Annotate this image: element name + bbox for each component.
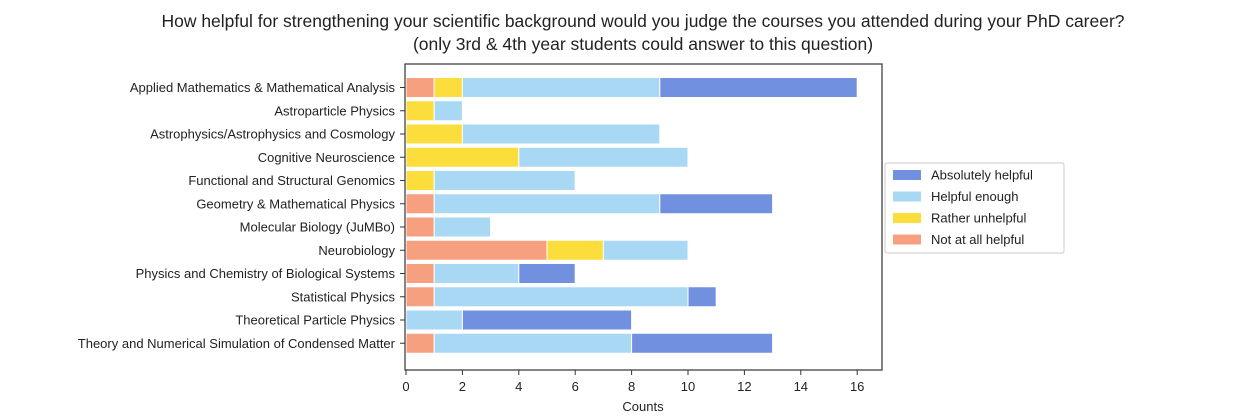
bar-segment bbox=[461, 309, 633, 331]
category-label: Physics and Chemistry of Biological Syst… bbox=[136, 266, 396, 281]
plot-frame bbox=[404, 63, 883, 371]
y-ticks bbox=[400, 87, 405, 344]
legend-swatch bbox=[893, 191, 921, 202]
x-tick-label: 10 bbox=[681, 379, 695, 394]
category-label: Astroparticle Physics bbox=[274, 103, 395, 118]
bar-segment bbox=[405, 193, 435, 215]
category-label: Theoretical Particle Physics bbox=[235, 313, 395, 328]
bar-segment bbox=[405, 146, 520, 168]
x-tick-label: 0 bbox=[402, 379, 409, 394]
bar-segment bbox=[405, 286, 435, 308]
category-label: Statistical Physics bbox=[291, 289, 396, 304]
bar-segment bbox=[405, 170, 435, 191]
bar-segment bbox=[405, 309, 463, 331]
x-tick-label: 6 bbox=[572, 379, 579, 394]
bar-segment bbox=[602, 239, 689, 261]
x-tick-label: 4 bbox=[515, 379, 522, 394]
category-label: Molecular Biology (JuMBo) bbox=[240, 220, 395, 235]
category-label: Neurobiology bbox=[318, 243, 395, 258]
bar-segment bbox=[405, 216, 435, 238]
legend-swatch bbox=[893, 234, 921, 245]
legend-label: Not at all helpful bbox=[931, 232, 1024, 247]
category-label: Geometry & Mathematical Physics bbox=[196, 196, 395, 211]
legend-swatch bbox=[893, 170, 921, 180]
bar-segment bbox=[433, 100, 463, 122]
category-labels: Applied Mathematics & Mathematical Analy… bbox=[78, 80, 396, 351]
category-label: Cognitive Neuroscience bbox=[258, 150, 395, 165]
bar-segment bbox=[433, 286, 689, 308]
bar-segment bbox=[518, 263, 576, 284]
bar-segment bbox=[405, 123, 463, 145]
bar-segment bbox=[405, 263, 435, 284]
chart-title-line-1: How helpful for strengthening your scien… bbox=[161, 11, 1124, 31]
bar-segment bbox=[518, 146, 689, 168]
chart-title-line-2: (only 3rd & 4th year students could answ… bbox=[413, 34, 873, 54]
bar-segment bbox=[659, 77, 858, 98]
bar-segment bbox=[433, 193, 661, 215]
bar-segment bbox=[461, 77, 661, 98]
category-label: Applied Mathematics & Mathematical Analy… bbox=[130, 80, 396, 95]
x-tick-label: 12 bbox=[737, 379, 751, 394]
category-label: Functional and Structural Genomics bbox=[188, 173, 395, 188]
legend-frame bbox=[884, 162, 1065, 254]
bar-segment bbox=[405, 100, 435, 122]
bar-segment bbox=[631, 332, 774, 354]
bar-segment bbox=[405, 77, 435, 98]
bar-segment bbox=[433, 170, 576, 191]
bar-segment bbox=[433, 77, 463, 98]
category-label: Theory and Numerical Simulation of Conde… bbox=[78, 336, 396, 351]
bar-segment bbox=[687, 286, 717, 308]
legend-label: Absolutely helpful bbox=[931, 168, 1033, 183]
bar-segment bbox=[433, 216, 492, 238]
bars bbox=[405, 77, 858, 354]
x-tick-label: 2 bbox=[459, 379, 466, 394]
bar-segment bbox=[461, 123, 661, 145]
bar-segment bbox=[433, 332, 633, 354]
x-ticks: 0 2 4 6 8 10 12 14 16 bbox=[402, 370, 864, 394]
x-tick-label: 8 bbox=[628, 379, 635, 394]
legend-label: Rather unhelpful bbox=[931, 211, 1027, 226]
legend-swatch bbox=[893, 213, 921, 223]
x-tick-label: 14 bbox=[794, 379, 808, 394]
bar-segment bbox=[546, 239, 604, 261]
legend-label: Helpful enough bbox=[931, 189, 1018, 204]
legend: Absolutely helpful Helpful enough Rather u… bbox=[884, 162, 1065, 254]
bar-segment bbox=[405, 332, 435, 354]
legend-items: Absolutely helpful Helpful enough Rather u… bbox=[893, 168, 1033, 247]
x-axis-title: Counts bbox=[622, 399, 664, 414]
bar-segment bbox=[433, 263, 520, 284]
x-tick-label: 16 bbox=[850, 379, 864, 394]
category-label: Astrophysics/Astrophysics and Cosmology bbox=[150, 127, 395, 142]
bar-segment bbox=[405, 239, 548, 261]
bar-segment bbox=[659, 193, 774, 215]
